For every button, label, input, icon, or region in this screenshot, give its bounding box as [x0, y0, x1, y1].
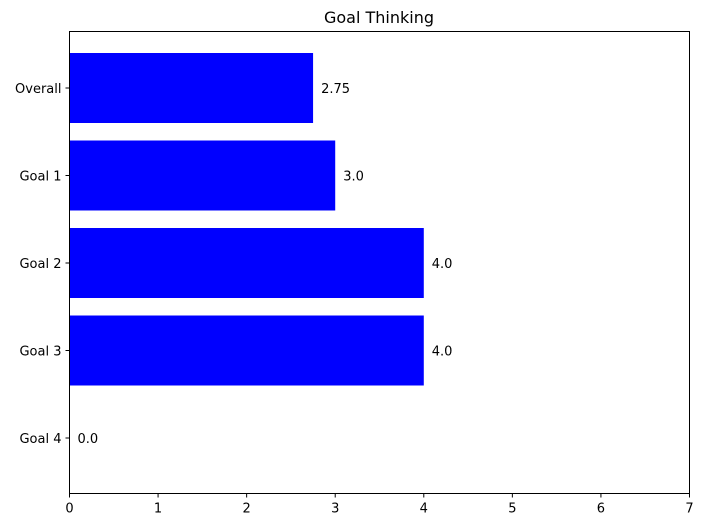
- x-tick-label-1: 1: [154, 502, 162, 517]
- bar-goal-2: [69, 228, 424, 298]
- data-labels-layer: 2.75 3.0 4.0 4.0 0.0: [78, 82, 453, 447]
- chart-title: Goal Thinking: [324, 8, 434, 27]
- x-tick-label-3: 3: [331, 502, 339, 517]
- x-tick-label-7: 7: [685, 502, 693, 517]
- bar-overall: [69, 53, 314, 123]
- data-label-goal-4: 0.0: [78, 432, 99, 447]
- bars-layer: [69, 53, 424, 386]
- y-tick-label-overall: Overall: [15, 82, 61, 97]
- data-label-goal-2: 4.0: [432, 257, 453, 272]
- data-label-overall: 2.75: [321, 82, 350, 97]
- y-tick-label-goal-4: Goal 4: [19, 432, 61, 447]
- x-axis: 0 1 2 3 4 5 6 7: [65, 493, 694, 517]
- x-tick-label-0: 0: [65, 502, 73, 517]
- x-tick-label-5: 5: [508, 502, 516, 517]
- bar-goal-3: [69, 315, 424, 386]
- y-tick-label-goal-2: Goal 2: [19, 257, 61, 272]
- y-axis: Overall Goal 1 Goal 2 Goal 3 Goal 4: [15, 82, 70, 447]
- data-label-goal-1: 3.0: [343, 170, 364, 185]
- x-tick-label-2: 2: [243, 502, 251, 517]
- y-tick-label-goal-1: Goal 1: [19, 170, 61, 185]
- bar-goal-1: [69, 140, 336, 211]
- x-tick-label-4: 4: [420, 502, 428, 517]
- data-label-goal-3: 4.0: [432, 345, 453, 360]
- x-tick-label-6: 6: [597, 502, 605, 517]
- y-tick-label-goal-3: Goal 3: [19, 345, 61, 360]
